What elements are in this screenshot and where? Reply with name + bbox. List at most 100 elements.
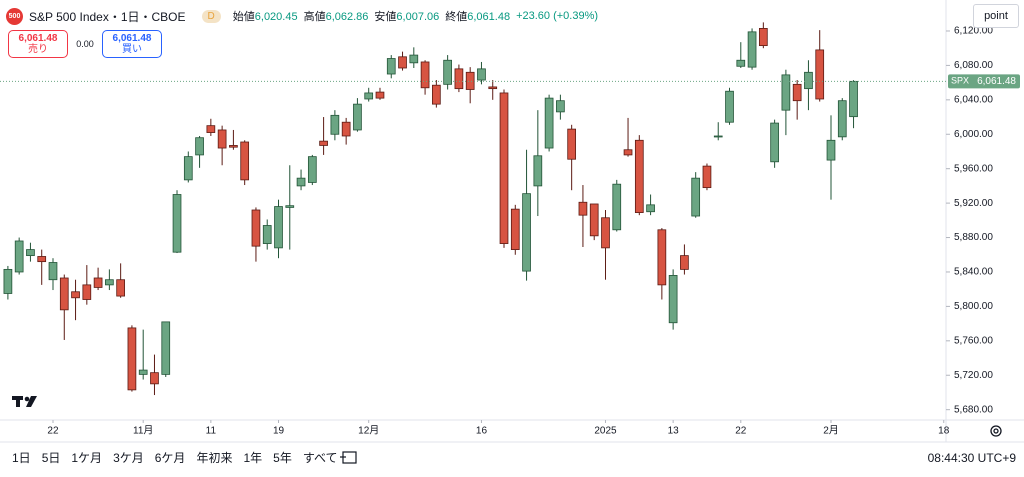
ohlc-value: 6,007.06 [396, 11, 440, 23]
y-tick-label: 5,800.00 [954, 301, 993, 312]
candle [420, 60, 430, 95]
candle [488, 80, 498, 100]
candle-body [781, 74, 791, 111]
y-tick-label: 5,880.00 [954, 232, 993, 243]
candle-body [319, 140, 328, 146]
y-tick-label: 6,000.00 [954, 129, 993, 140]
candle [398, 51, 407, 71]
sell-button[interactable]: 6,061.48 売り [8, 30, 68, 58]
candle-body [82, 284, 92, 300]
range-button[interactable]: すべて [302, 451, 338, 465]
sell-price: 6,061.48 [18, 33, 58, 44]
tv-watermark [12, 396, 37, 407]
candle-body [353, 103, 362, 131]
candle-body [116, 279, 125, 297]
candle [161, 321, 171, 377]
candle-body [3, 268, 13, 294]
candle [758, 22, 768, 49]
range-button[interactable]: 1年 [243, 451, 263, 465]
candle-body [623, 149, 633, 156]
candle-body [285, 205, 295, 208]
candle [138, 329, 148, 380]
candle-body [725, 90, 734, 123]
candle-body [307, 156, 317, 183]
candle [59, 274, 69, 340]
y-tick-label: 6,040.00 [954, 94, 993, 105]
candle-body [601, 217, 610, 249]
candle [623, 117, 633, 157]
candle-body [229, 145, 238, 148]
ohlc-label: 始値 [232, 11, 255, 23]
order-panel: 6,061.48 売り 0.00 6,061.48 買い [8, 30, 162, 58]
candle-body [826, 139, 836, 161]
candle-body [804, 71, 813, 90]
x-tick-label: 22 [735, 426, 747, 437]
candle-body [386, 58, 396, 75]
candle [815, 30, 825, 102]
candle [680, 244, 689, 275]
last-price-label: 6,061.48 [977, 76, 1016, 87]
candle [657, 228, 667, 300]
ohlc-item: 安値6,007.06 [374, 8, 439, 24]
compare-icon[interactable] [340, 451, 357, 464]
candle [195, 135, 204, 168]
candle [792, 80, 802, 120]
candle-body [713, 135, 723, 138]
candle [353, 98, 362, 132]
candle [849, 80, 858, 129]
symbol-tag: SPX [951, 76, 969, 86]
range-button[interactable]: 1日 [12, 451, 31, 465]
candle [589, 203, 599, 241]
candle-body [465, 71, 475, 90]
candle [634, 135, 644, 216]
candle [330, 110, 340, 141]
range-button[interactable]: 年初来 [196, 451, 233, 465]
candle [375, 87, 385, 100]
candle-body [409, 54, 419, 64]
candle-body [454, 68, 464, 90]
candle [747, 28, 757, 70]
buy-button[interactable]: 6,061.48 買い [102, 30, 162, 58]
settings-icon[interactable] [990, 425, 1002, 437]
candle [206, 118, 216, 136]
candle [409, 47, 419, 68]
candle-body [680, 255, 689, 270]
candle-body [646, 204, 655, 213]
candle-body [758, 28, 768, 47]
candle [341, 117, 351, 145]
range-button[interactable]: 3ケ月 [113, 451, 144, 465]
candle-body [217, 129, 227, 149]
candle-body [330, 114, 340, 135]
candle [443, 55, 452, 90]
range-button[interactable]: 5年 [273, 451, 292, 465]
x-tick-label: 22 [47, 426, 59, 437]
price-change: +23.60 (+0.39%) [516, 10, 599, 22]
symbol-title[interactable]: S&P 500 Index・1日・CBOE [29, 9, 186, 24]
candle-body [544, 97, 554, 149]
candle [172, 190, 182, 254]
price-scale-mode[interactable]: point [973, 4, 1019, 28]
candle [127, 325, 137, 392]
y-tick-label: 5,960.00 [954, 163, 993, 174]
candle [556, 94, 565, 120]
candle [319, 117, 328, 155]
candle-body [240, 141, 250, 181]
range-button[interactable]: 1ケ月 [71, 451, 103, 465]
candle [364, 87, 374, 102]
candle-body [26, 249, 35, 257]
candle [105, 269, 114, 291]
candle-body [510, 208, 520, 250]
candle [217, 125, 227, 166]
candle-body [556, 100, 565, 113]
candle [612, 179, 622, 232]
candle [240, 140, 250, 186]
range-button[interactable]: 5日 [41, 451, 61, 465]
ohlc-item: 終値6,061.48 [445, 8, 510, 24]
range-toolbar: 1日 5日 1ケ月 3ケ月 6ケ月 年初来 1年 5年 すべて [12, 449, 338, 466]
range-button[interactable]: 6ケ月 [154, 451, 186, 465]
candle [37, 249, 47, 285]
x-tick-label: 2025 [594, 426, 617, 437]
candle-body [477, 68, 486, 81]
ohlc-value: 6,020.45 [254, 11, 298, 23]
